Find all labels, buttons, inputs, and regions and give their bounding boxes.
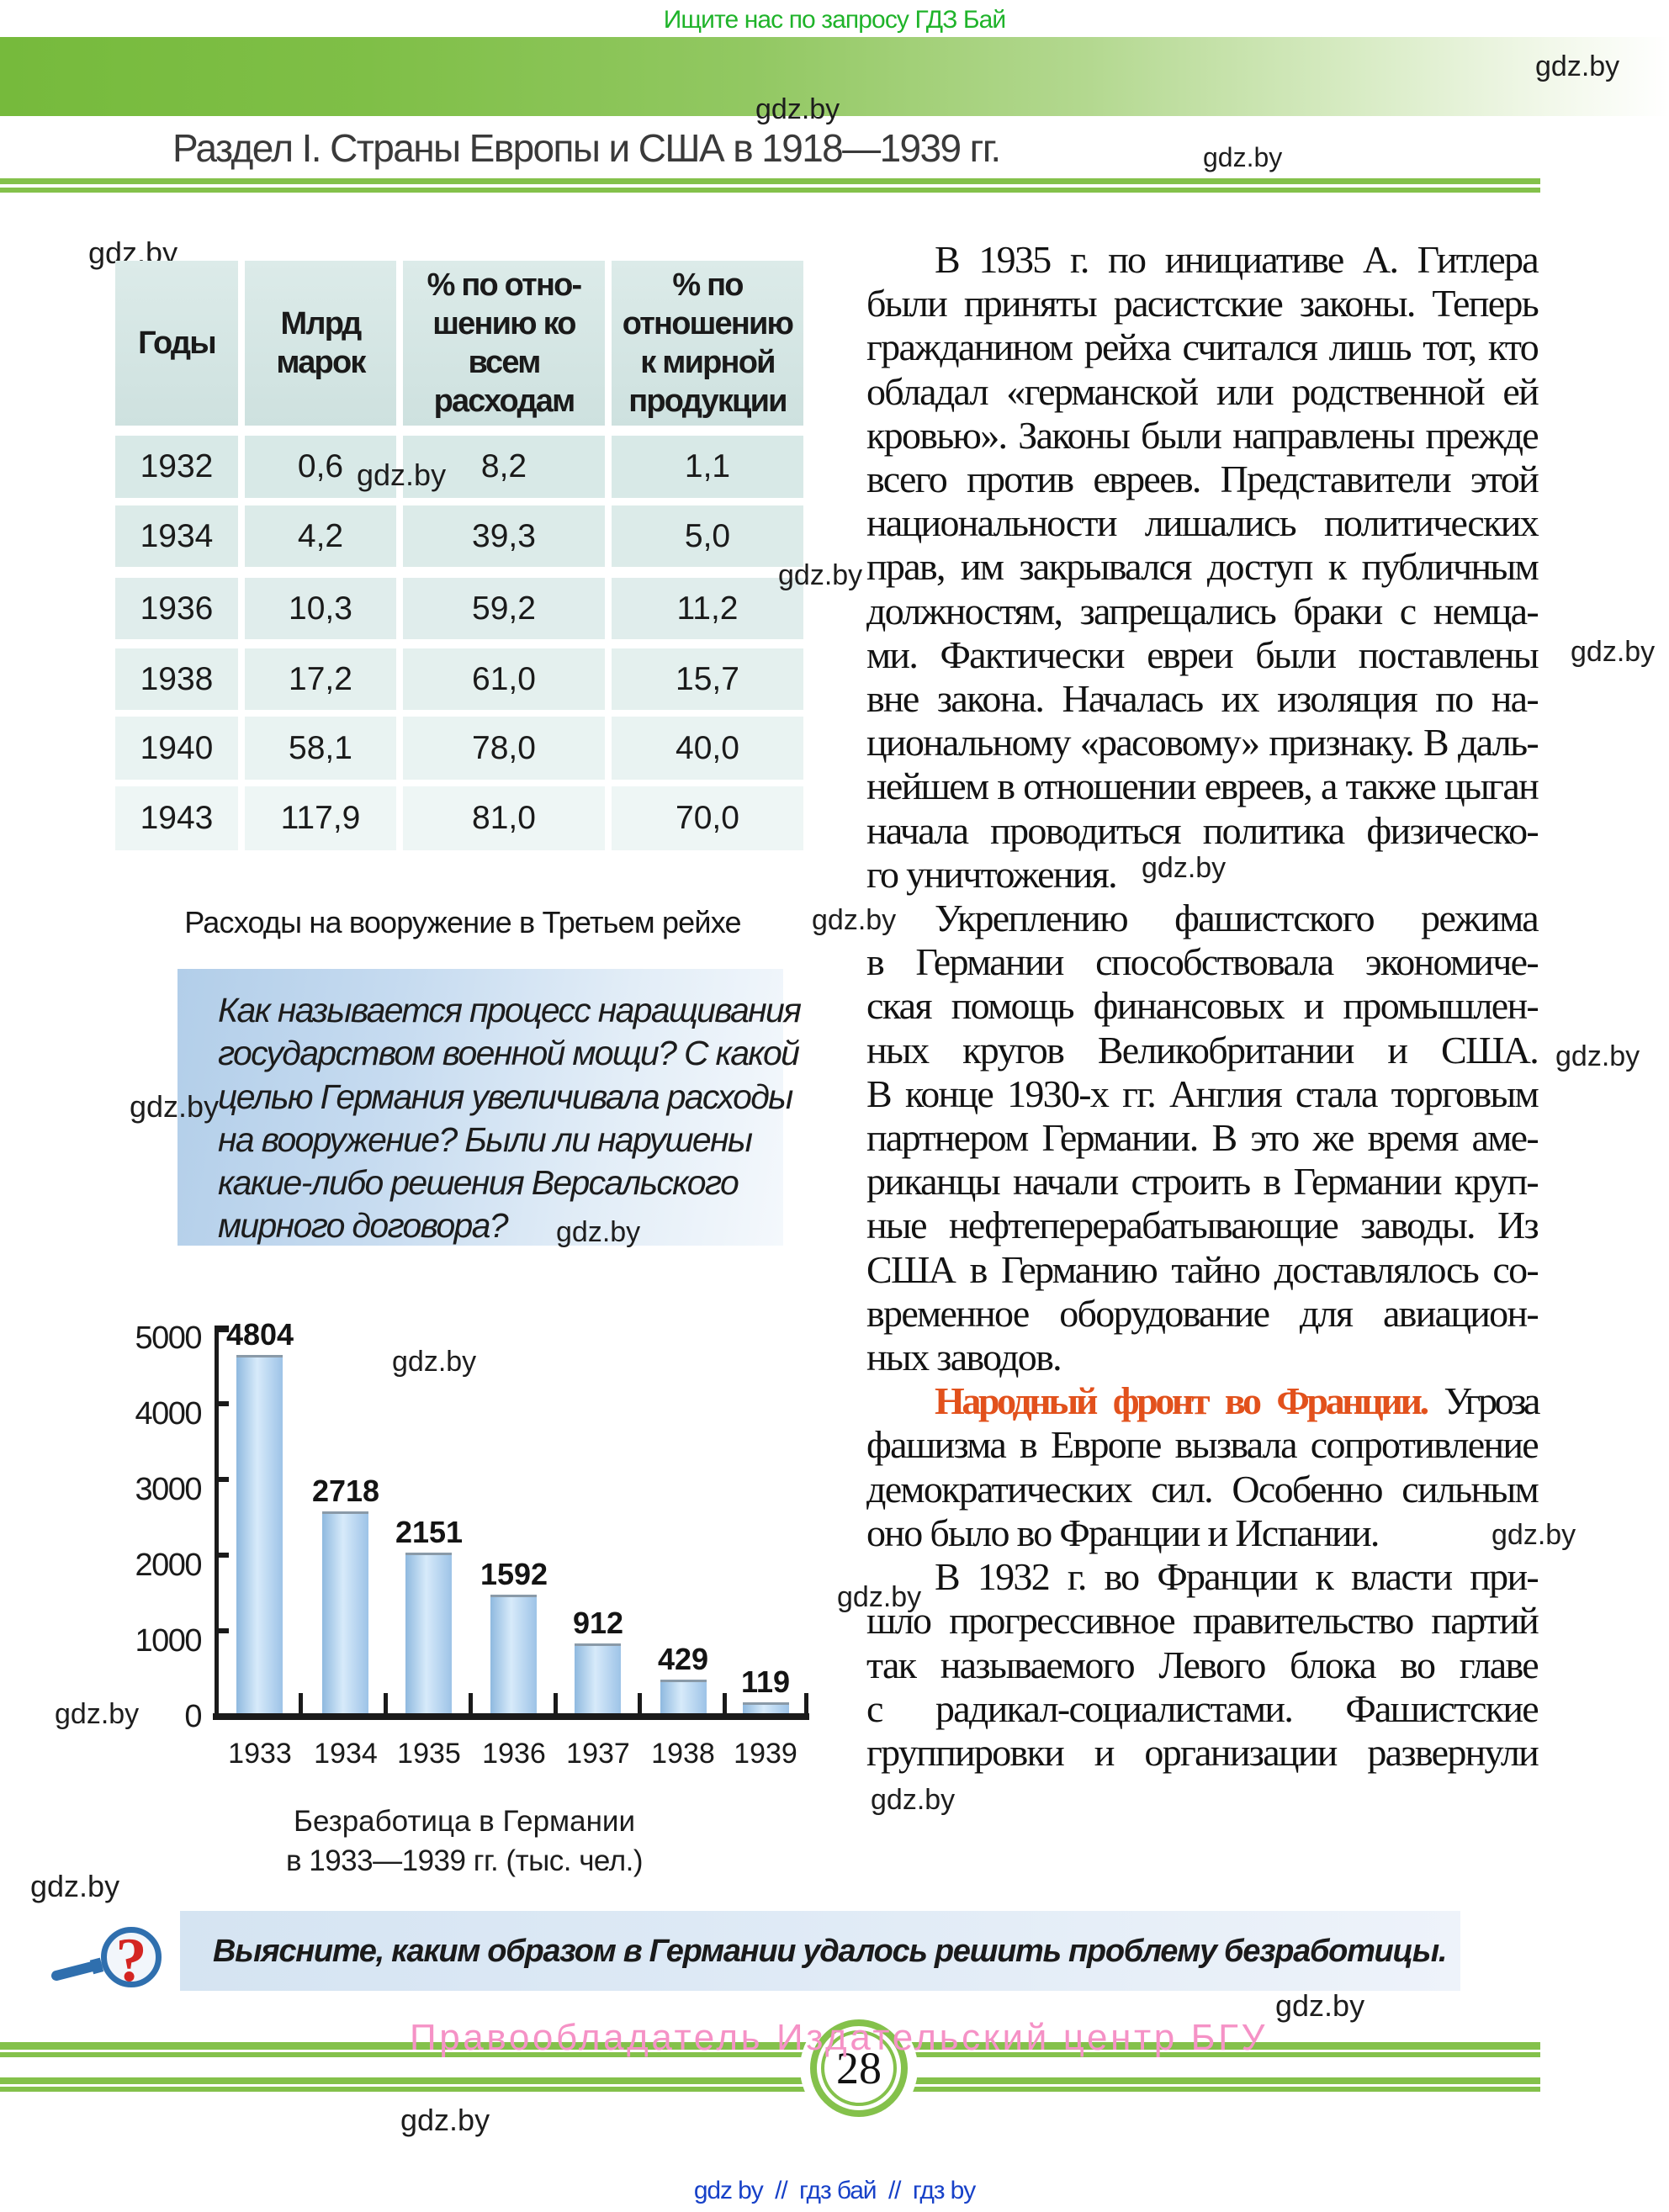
svg-text:?: ? xyxy=(116,1926,147,1995)
